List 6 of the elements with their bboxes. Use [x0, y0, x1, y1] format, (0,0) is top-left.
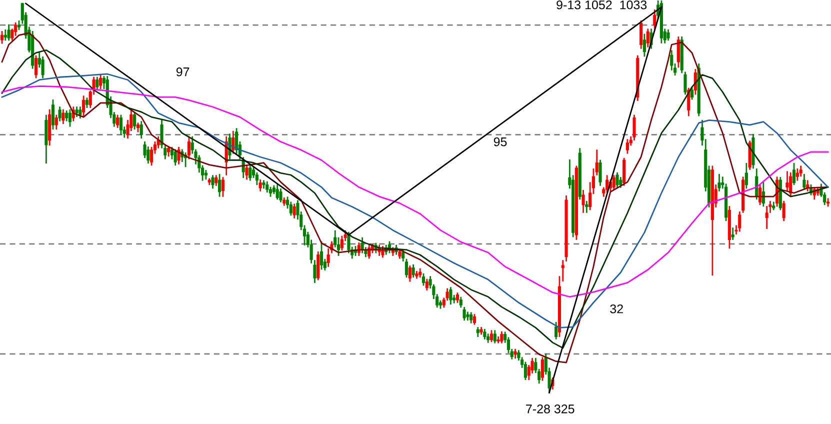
annotation: 9-13 1052 [556, 0, 612, 10]
annotation: 1033 [620, 0, 647, 10]
annotation: 97 [176, 67, 190, 76]
text: 7-28 325 [526, 404, 574, 414]
annotation: 95 [494, 137, 507, 146]
annotation: 32 [610, 304, 623, 314]
